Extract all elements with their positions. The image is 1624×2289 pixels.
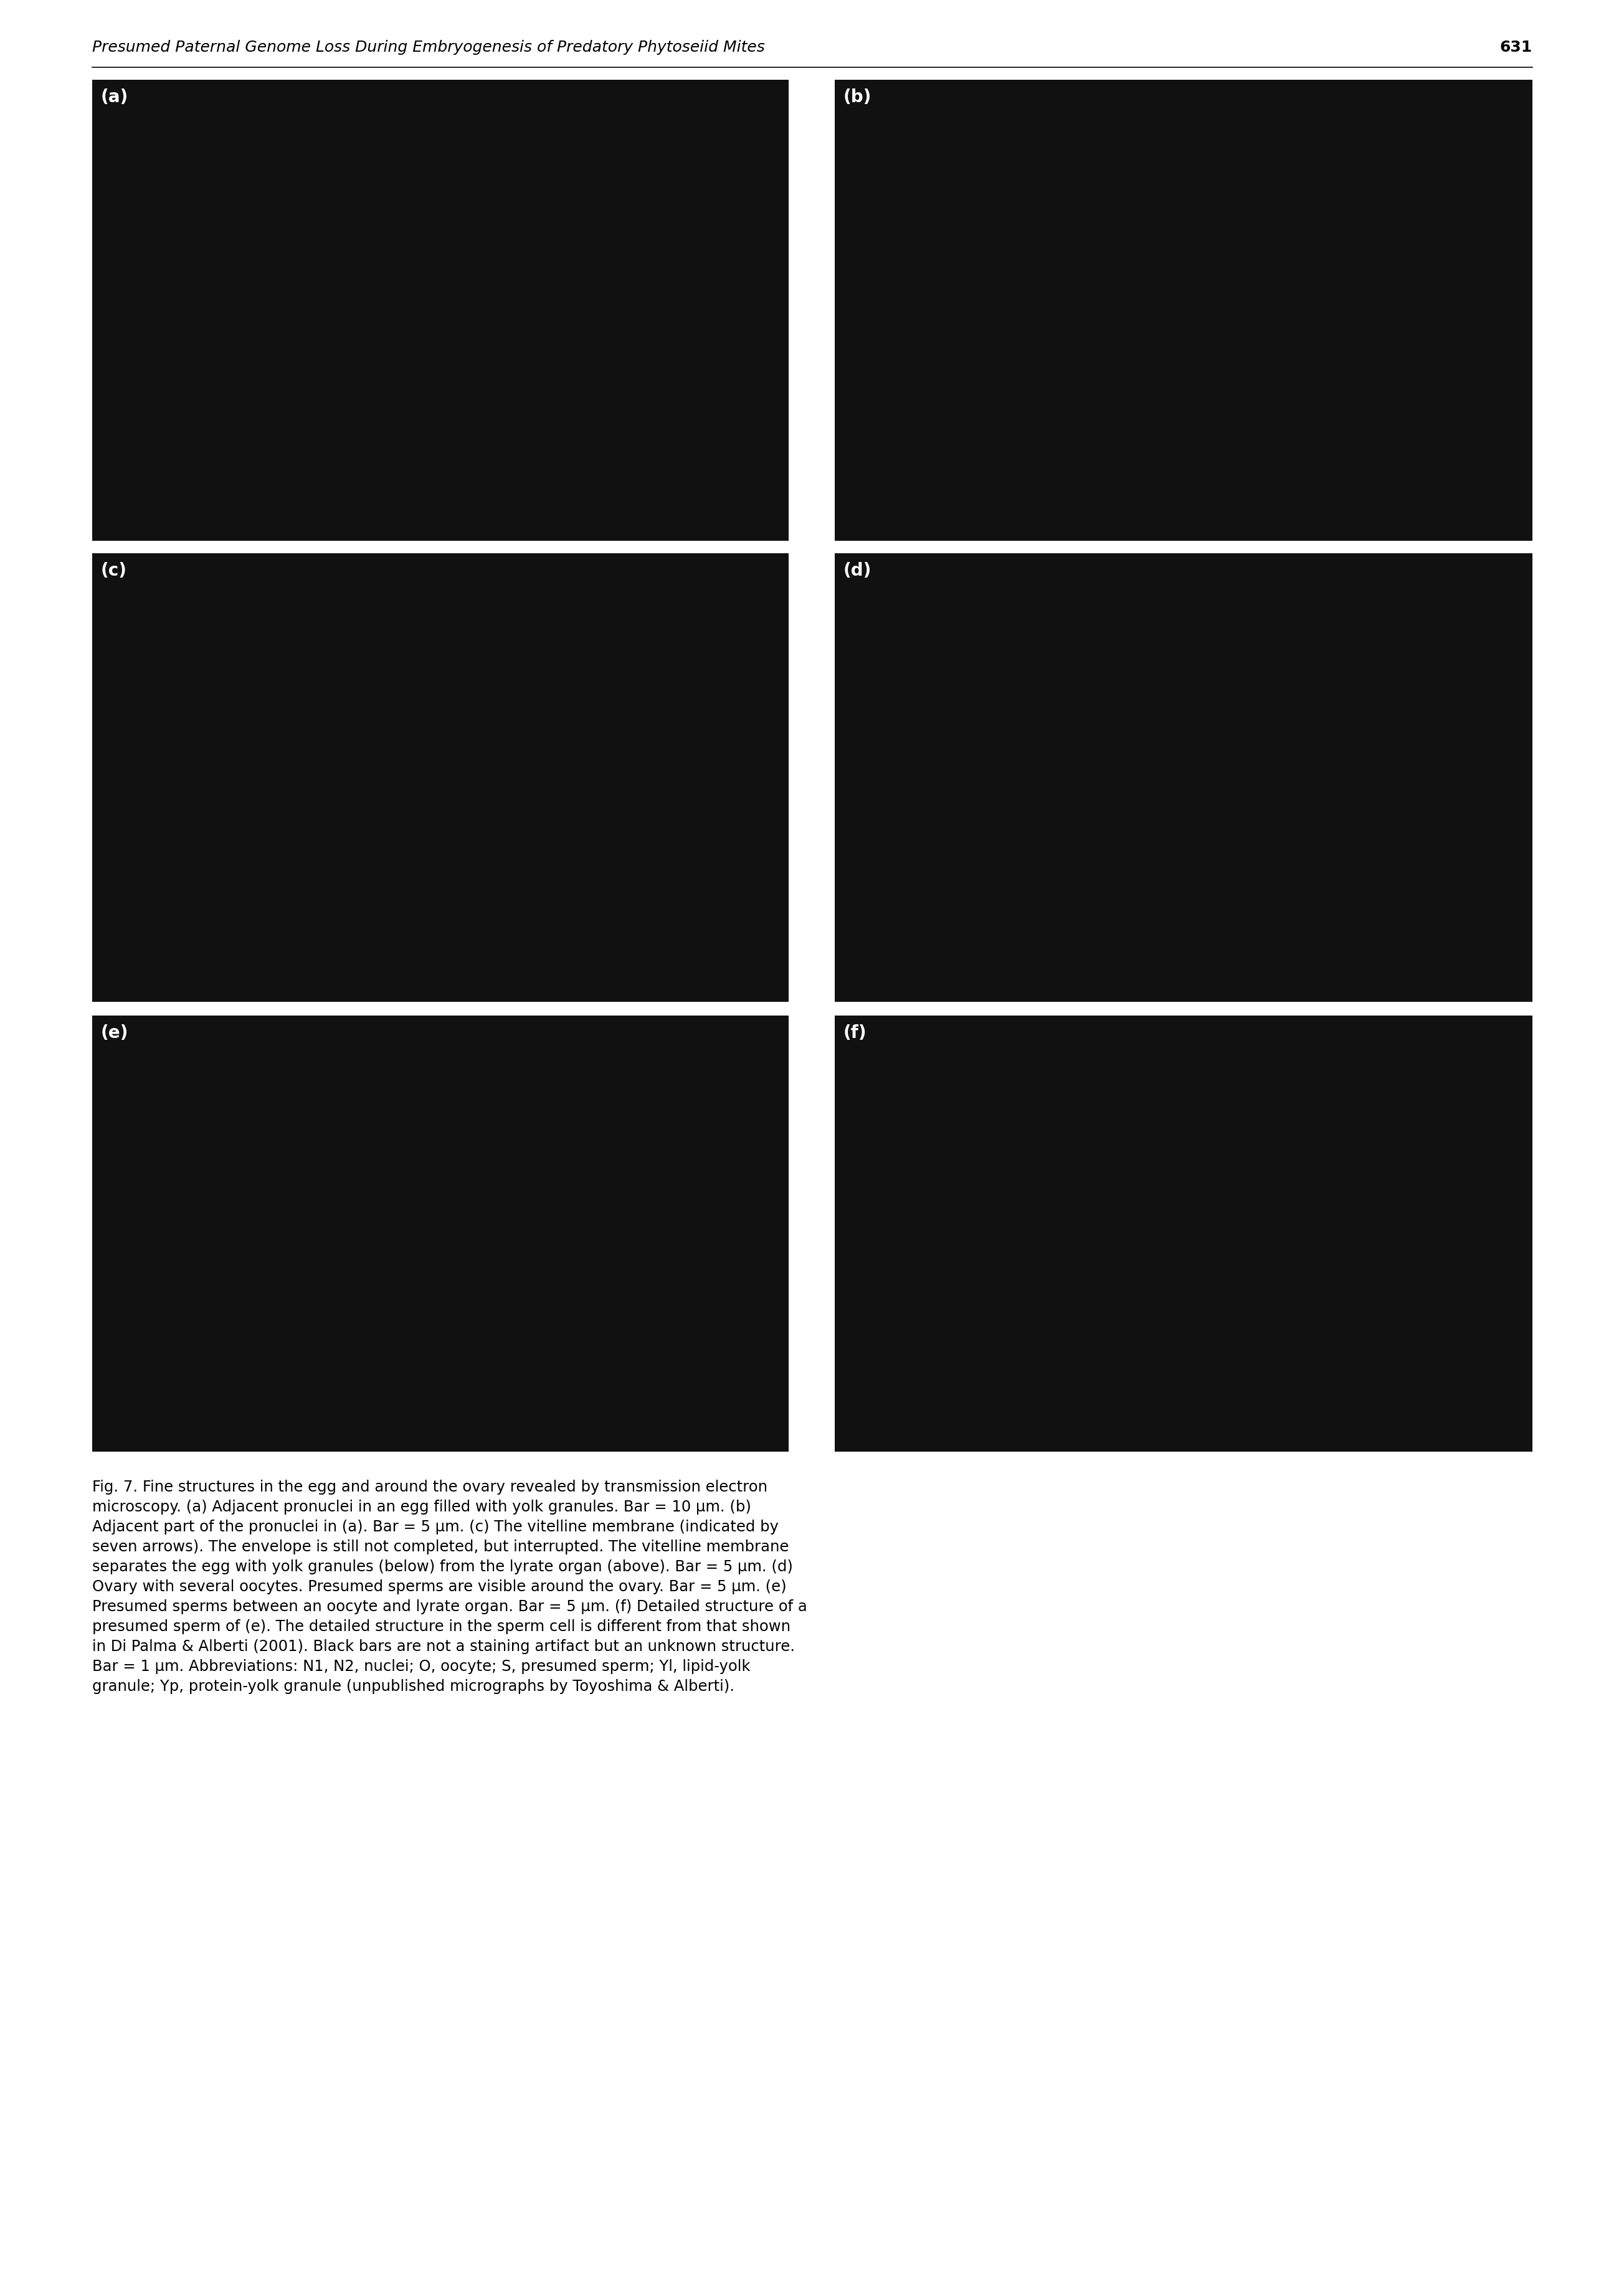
Bar [93, 1016, 789, 1451]
Bar [93, 80, 789, 540]
Bar [93, 554, 789, 1003]
Bar [835, 554, 1533, 1003]
Text: 631: 631 [1501, 39, 1533, 55]
Text: (e): (e) [101, 1023, 128, 1041]
Text: Fig. 7. Fine structures in the egg and around the ovary revealed by transmission: Fig. 7. Fine structures in the egg and a… [93, 1479, 807, 1694]
Text: Presumed Paternal Genome Loss During Embryogenesis of Predatory Phytoseiid Mites: Presumed Paternal Genome Loss During Emb… [93, 39, 765, 55]
Bar [835, 1016, 1533, 1451]
Text: (d): (d) [843, 563, 872, 579]
Text: (a): (a) [101, 89, 128, 105]
Text: (b): (b) [843, 89, 872, 105]
Text: (c): (c) [101, 563, 127, 579]
Text: (f): (f) [843, 1023, 867, 1041]
Bar [835, 80, 1533, 540]
